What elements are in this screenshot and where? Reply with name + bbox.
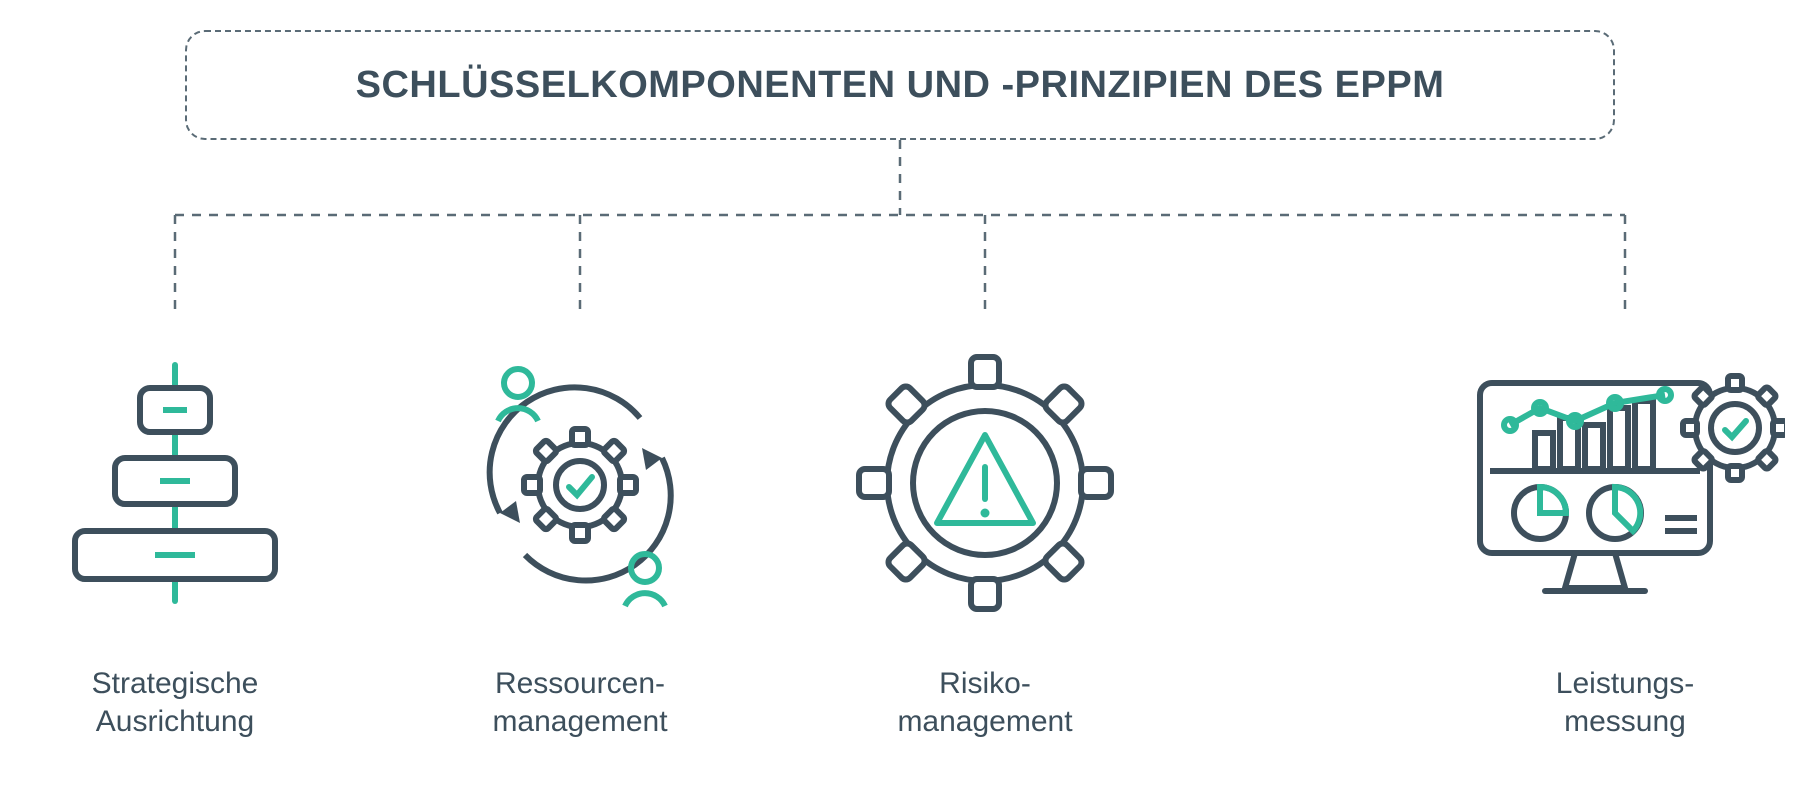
people-cycle-gear-icon [440,300,720,665]
icon-svg [440,343,720,623]
icon-svg [45,353,305,613]
component-strategic: Strategische Ausrichtung [15,300,335,740]
component-resource: Ressourcen- management [410,300,750,740]
component-label: Ressourcen- management [492,665,667,740]
dashboard-chart-icon [1465,300,1785,665]
component-performance: Leistungs- messung [1445,300,1800,740]
pyramid-levels-icon [45,300,305,665]
component-risk: Risiko- management [825,300,1145,740]
component-label: Leistungs- messung [1556,665,1694,740]
component-label: Strategische Ausrichtung [92,665,259,740]
icon-svg [1465,353,1785,613]
gear-warning-icon [845,300,1125,665]
icon-svg [845,343,1125,623]
component-label: Risiko- management [897,665,1072,740]
